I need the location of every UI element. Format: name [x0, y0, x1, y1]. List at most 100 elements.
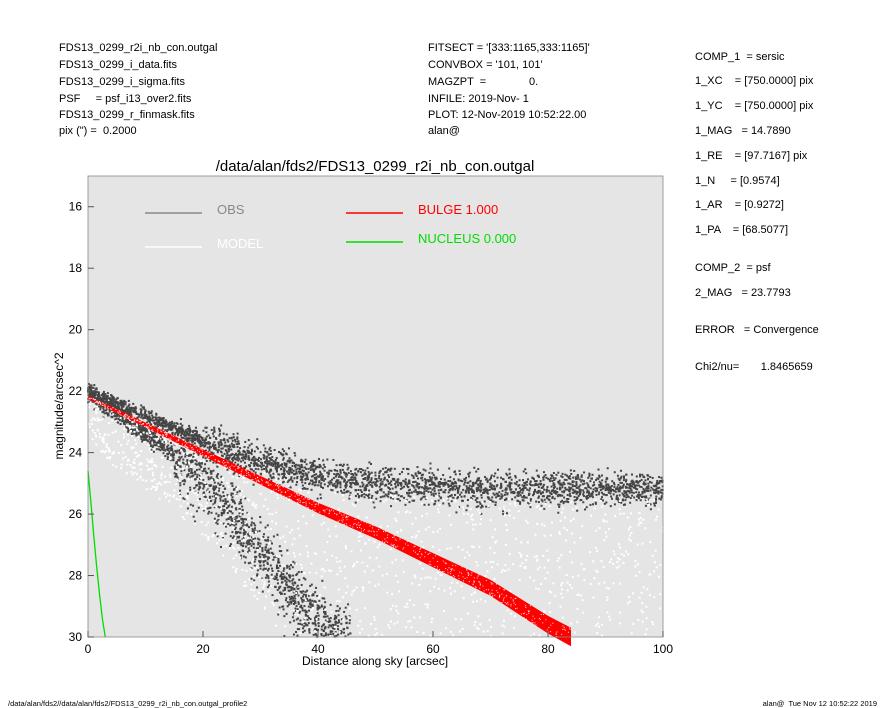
obs-point: [204, 495, 207, 498]
obs-point: [242, 522, 245, 525]
obs-point: [290, 600, 293, 603]
obs-point: [593, 481, 596, 484]
obs-point: [207, 512, 210, 515]
obs-point: [146, 421, 149, 424]
model-point: [488, 619, 491, 622]
obs-point: [179, 457, 182, 460]
obs-point: [509, 488, 512, 491]
obs-point: [107, 397, 110, 400]
model-point: [125, 424, 128, 427]
obs-point: [187, 438, 190, 441]
obs-point: [470, 496, 473, 499]
model-point: [649, 541, 652, 544]
obs-point: [341, 476, 344, 479]
obs-point: [245, 455, 248, 458]
obs-point: [657, 487, 660, 490]
model-point: [327, 528, 330, 531]
obs-point: [378, 470, 381, 473]
obs-point: [87, 394, 90, 397]
obs-point: [613, 486, 616, 489]
obs-point: [210, 472, 213, 475]
obs-point: [256, 573, 259, 576]
obs-point: [291, 579, 294, 582]
obs-point: [233, 487, 236, 490]
obs-point: [558, 486, 561, 489]
obs-point: [226, 457, 229, 460]
obs-point: [492, 492, 495, 495]
obs-point: [301, 459, 304, 462]
obs-point: [298, 612, 301, 615]
obs-point: [623, 476, 626, 479]
model-point: [409, 619, 412, 622]
obs-point: [279, 585, 282, 588]
obs-point: [150, 410, 153, 413]
obs-point: [91, 392, 94, 395]
obs-point: [364, 485, 367, 488]
obs-point: [238, 458, 241, 461]
obs-point: [564, 500, 567, 503]
obs-point: [194, 473, 197, 476]
obs-point: [576, 486, 579, 489]
obs-point: [406, 467, 409, 470]
obs-point: [185, 439, 188, 442]
obs-point: [215, 448, 218, 451]
model-point: [472, 600, 475, 603]
model-point: [605, 535, 608, 538]
obs-point: [455, 482, 458, 485]
obs-point: [433, 490, 436, 493]
param-comp1: COMP_1 = sersic: [695, 51, 785, 63]
obs-point: [172, 456, 175, 459]
obs-point: [335, 609, 338, 612]
model-point: [471, 513, 474, 516]
model-point: [187, 477, 190, 480]
obs-point: [118, 415, 121, 418]
obs-point: [295, 483, 298, 486]
obs-point: [303, 487, 306, 490]
obs-point: [644, 504, 647, 507]
obs-point: [579, 499, 582, 502]
obs-point: [555, 473, 558, 476]
obs-point: [274, 465, 277, 468]
obs-point: [108, 408, 111, 411]
obs-point: [93, 396, 96, 399]
obs-point: [304, 578, 307, 581]
obs-point: [195, 463, 198, 466]
obs-point: [620, 501, 623, 504]
obs-point: [320, 628, 323, 631]
obs-point: [302, 469, 305, 472]
obs-point: [317, 484, 320, 487]
model-point: [432, 531, 435, 534]
model-point: [184, 461, 187, 464]
obs-point: [352, 478, 355, 481]
obs-point: [442, 474, 445, 477]
model-point: [130, 447, 133, 450]
obs-point: [195, 510, 198, 513]
obs-point: [398, 482, 401, 485]
obs-point: [214, 496, 217, 499]
model-point: [493, 577, 496, 580]
model-point: [368, 581, 371, 584]
obs-point: [537, 495, 540, 498]
obs-point: [280, 464, 283, 467]
obs-point: [149, 440, 152, 443]
obs-point: [605, 483, 608, 486]
obs-point: [264, 548, 267, 551]
obs-point: [301, 475, 304, 478]
obs-point: [149, 443, 152, 446]
obs-point: [561, 484, 564, 487]
model-point: [397, 511, 400, 514]
obs-point: [250, 468, 253, 471]
model-point: [490, 625, 493, 628]
obs-point: [478, 489, 481, 492]
obs-point: [291, 464, 294, 467]
obs-point: [594, 487, 597, 490]
obs-point: [624, 503, 627, 506]
obs-point: [162, 419, 165, 422]
obs-point: [272, 558, 275, 561]
obs-point: [189, 460, 192, 463]
obs-point: [107, 412, 110, 415]
obs-point: [518, 487, 521, 490]
obs-point: [183, 498, 186, 501]
obs-point: [212, 435, 215, 438]
obs-point: [101, 397, 104, 400]
